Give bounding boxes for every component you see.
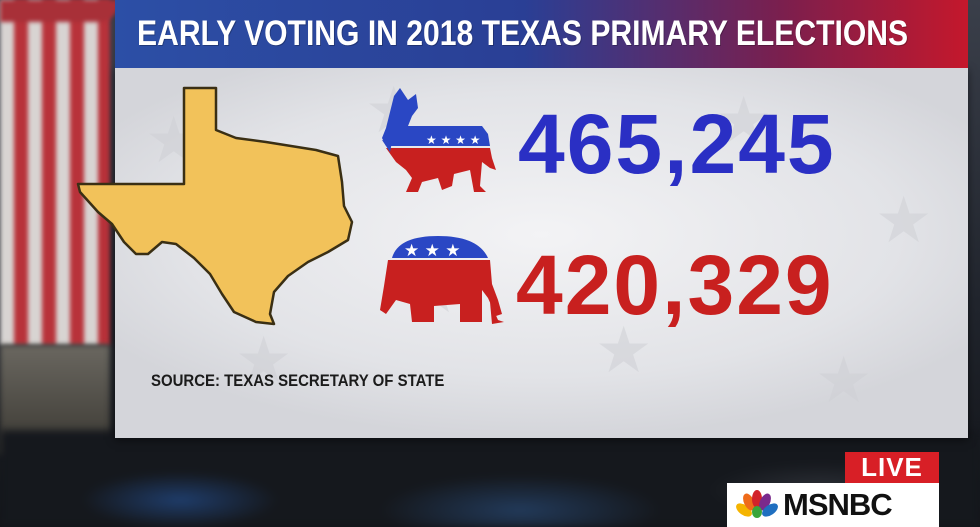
republican-elephant-icon: ★ ★ ★ (380, 236, 504, 324)
svg-text:★ ★ ★ ★: ★ ★ ★ ★ (426, 133, 480, 147)
background-star-icon: ★ (815, 344, 873, 416)
texas-map-icon (76, 86, 354, 326)
background-drape (0, 0, 120, 22)
democratic-donkey-icon: ★ ★ ★ ★ (382, 88, 496, 192)
network-name: MSNBC (783, 487, 893, 522)
peacock-icon (736, 490, 778, 518)
source-caption: SOURCE: TEXAS SECRETARY OF STATE (151, 371, 445, 390)
background-star-icon: ★ (595, 314, 653, 386)
title-banner: EARLY VOTING IN 2018 TEXAS PRIMARY ELECT… (115, 0, 968, 68)
background-star-icon: ★ (715, 84, 773, 156)
svg-text:★ ★ ★: ★ ★ ★ (404, 241, 461, 261)
network-logo: MSNBC (727, 483, 939, 527)
live-badge: LIVE (845, 452, 939, 483)
background-star-icon: ★ (235, 324, 293, 396)
republican-vote-count: 420,329 (516, 238, 834, 332)
graphic-title: EARLY VOTING IN 2018 TEXAS PRIMARY ELECT… (137, 14, 909, 53)
background-flag (0, 0, 110, 345)
democratic-vote-count: 465,245 (518, 97, 836, 191)
background-star-icon: ★ (875, 184, 933, 256)
